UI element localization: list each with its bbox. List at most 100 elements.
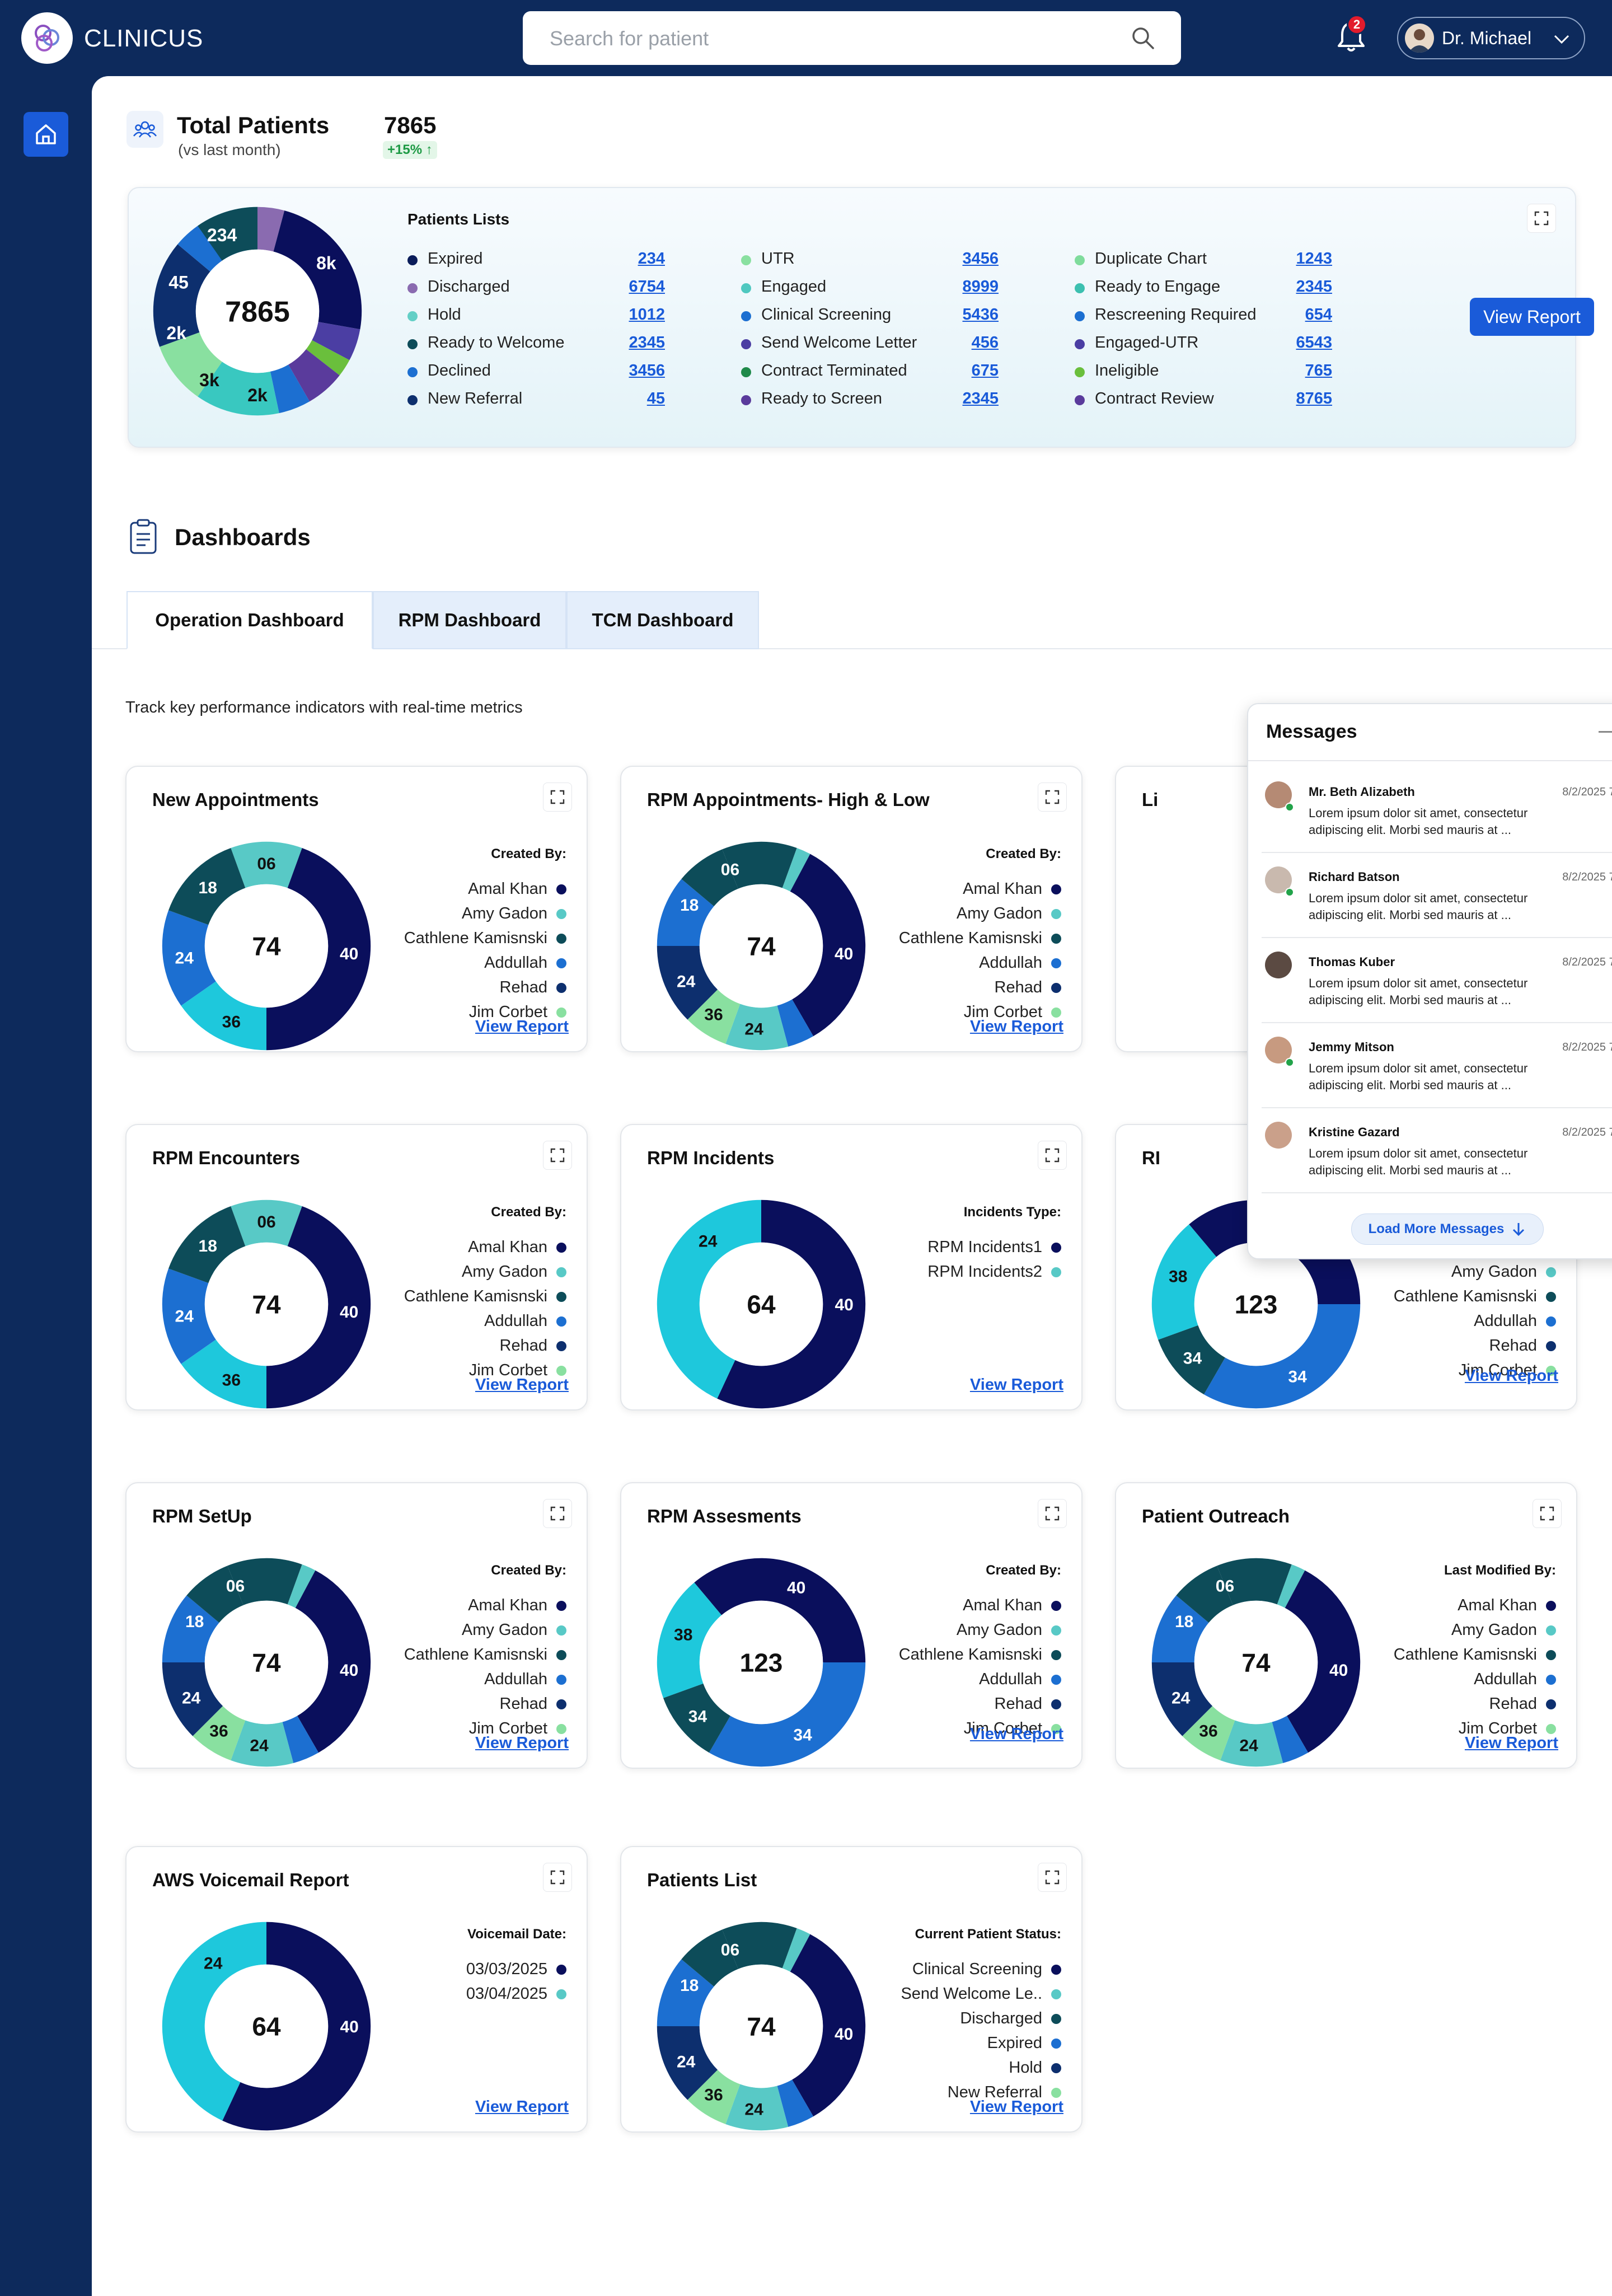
message-sender: Richard Batson (1309, 870, 1400, 884)
donut-chart: 74 06 40 24 36 24 18 (657, 841, 866, 1051)
expand-icon[interactable] (1527, 204, 1556, 233)
legend-label: Cathlene Kamisnski (404, 1287, 547, 1305)
patients-list-item[interactable]: Engaged 8999 (741, 277, 999, 299)
view-report-link[interactable]: View Report (969, 2098, 1063, 2116)
patients-list-item[interactable]: Duplicate Chart 1243 (1075, 249, 1332, 271)
view-report-link[interactable]: View Report (969, 1725, 1063, 1743)
patients-list-item[interactable]: Ready to Screen 2345 (741, 388, 999, 411)
tab-rpm-dashboard[interactable]: RPM Dashboard (373, 591, 566, 649)
message-item[interactable]: Thomas Kuber 8/2/2025 7:12 AM Lorem ipsu… (1262, 939, 1612, 1023)
view-report-link[interactable]: View Report (1464, 1367, 1558, 1385)
view-report-link[interactable]: View Report (475, 2098, 569, 2116)
patients-list-item[interactable]: Ready to Welcome 2345 (407, 332, 665, 355)
legend-dot (1075, 339, 1085, 349)
item-value-link[interactable]: 765 (1305, 362, 1332, 379)
legend-dot (1051, 1625, 1061, 1636)
legend-dot (1051, 1675, 1061, 1685)
legend-dot (1546, 1724, 1556, 1734)
item-value-link[interactable]: 6754 (629, 278, 665, 296)
expand-icon[interactable] (1038, 1141, 1067, 1170)
patients-list-item[interactable]: Engaged-UTR 6543 (1075, 332, 1332, 355)
item-value-link[interactable]: 2345 (629, 334, 665, 352)
item-value-link[interactable]: 654 (1305, 306, 1332, 324)
legend-item: Cathlene Kamisnski (1321, 1285, 1556, 1310)
item-value-link[interactable]: 3456 (629, 362, 665, 379)
donut-segment (198, 207, 257, 261)
dashboard-card: RPM Appointments- High & Low 74 06 40 24 36 24… (620, 766, 1083, 1052)
patients-list-item[interactable]: Clinical Screening 5436 (741, 304, 999, 327)
load-more-label: Load More Messages (1368, 1221, 1505, 1236)
view-report-link[interactable]: View Report (475, 1018, 569, 1035)
expand-icon[interactable] (543, 1863, 572, 1892)
message-item[interactable]: Mr. Beth Alizabeth 8/2/2025 7:12 AM Lore… (1262, 769, 1612, 853)
legend-dot (1051, 983, 1061, 993)
item-value-link[interactable]: 2345 (962, 390, 999, 407)
minimize-icon[interactable] (1599, 731, 1612, 733)
donut-label: 38 (1169, 1267, 1187, 1286)
donut-segment (231, 841, 302, 888)
legend-dot (556, 1316, 566, 1327)
patients-list-item[interactable]: Ready to Engage 2345 (1075, 277, 1332, 299)
donut-label: 18 (680, 896, 699, 915)
patients-list-item[interactable]: Ineligible 765 (1075, 360, 1332, 383)
message-time: 8/2/2025 7:12 AM (1562, 1126, 1612, 1138)
tab-tcm-dashboard[interactable]: TCM Dashboard (566, 591, 759, 649)
search-input[interactable]: Search for patient (523, 11, 1181, 65)
search-icon[interactable] (1130, 25, 1156, 51)
legend-label: Rehad (499, 1695, 547, 1713)
message-item[interactable]: Jemmy Mitson 8/2/2025 7:12 AM Lorem ipsu… (1262, 1024, 1612, 1108)
item-label: Duplicate Chart (1095, 250, 1207, 268)
message-preview: Lorem ipsum dolor sit amet, consectetur … (1309, 891, 1528, 922)
item-value-link[interactable]: 45 (646, 390, 665, 407)
patients-list-item[interactable]: Contract Terminated 675 (741, 360, 999, 383)
user-menu[interactable]: Dr. Michael (1397, 17, 1585, 59)
donut-segment (725, 2084, 789, 2131)
item-value-link[interactable]: 3456 (962, 250, 999, 268)
expand-icon[interactable] (1038, 782, 1067, 812)
sidebar-item-home[interactable] (24, 112, 68, 157)
item-value-link[interactable]: 5436 (962, 306, 999, 324)
card-title: Patients List (647, 1869, 757, 1890)
legend-dot (1051, 909, 1061, 919)
patients-list-item[interactable]: Hold 1012 (407, 304, 665, 327)
patients-list-item[interactable]: Expired 234 (407, 249, 665, 271)
expand-icon[interactable] (1038, 1863, 1067, 1892)
item-value-link[interactable]: 8765 (1296, 390, 1332, 407)
message-item[interactable]: Kristine Gazard 8/2/2025 7:12 AM Lorem i… (1262, 1109, 1612, 1193)
patients-list-item[interactable]: Declined 3456 (407, 360, 665, 383)
item-value-link[interactable]: 2345 (1296, 278, 1332, 296)
donut-segment (1151, 1224, 1217, 1340)
expand-icon[interactable] (543, 782, 572, 812)
patients-list-item[interactable]: New Referral 45 (407, 388, 665, 411)
item-value-link[interactable]: 8999 (962, 278, 999, 296)
view-report-link[interactable]: View Report (475, 1376, 569, 1394)
item-value-link[interactable]: 234 (638, 250, 665, 268)
item-value-link[interactable]: 456 (971, 334, 999, 352)
expand-icon[interactable] (543, 1499, 572, 1528)
view-report-link[interactable]: View Report (969, 1376, 1063, 1394)
card-title: RPM Assesments (647, 1506, 802, 1526)
patients-list-item[interactable]: UTR 3456 (741, 249, 999, 271)
message-item[interactable]: Richard Batson 8/2/2025 7:12 AM Lorem ip… (1262, 854, 1612, 938)
item-value-link[interactable]: 1012 (629, 306, 665, 324)
load-more-button[interactable]: Load More Messages (1351, 1213, 1544, 1245)
item-value-link[interactable]: 1243 (1296, 250, 1332, 268)
expand-icon[interactable] (1533, 1499, 1562, 1528)
logo[interactable] (21, 12, 73, 64)
tab-operation-dashboard[interactable]: Operation Dashboard (126, 591, 373, 649)
item-value-link[interactable]: 6543 (1296, 334, 1332, 352)
item-value-link[interactable]: 675 (971, 362, 999, 379)
patients-list-item[interactable]: Send Welcome Letter 456 (741, 332, 999, 355)
view-report-button[interactable]: View Report (1470, 298, 1594, 336)
view-report-link[interactable]: View Report (475, 1734, 569, 1752)
donut-segment (162, 910, 216, 1006)
legend-item: Cathlene Kamisnski (1321, 1643, 1556, 1668)
patients-list-item[interactable]: Contract Review 8765 (1075, 388, 1332, 411)
expand-icon[interactable] (1038, 1499, 1067, 1528)
patients-list-item[interactable]: Discharged 6754 (407, 277, 665, 299)
patients-list-item[interactable]: Rescreening Required 654 (1075, 304, 1332, 327)
view-report-link[interactable]: View Report (1464, 1734, 1558, 1752)
view-report-link[interactable]: View Report (969, 1018, 1063, 1035)
expand-icon[interactable] (543, 1141, 572, 1170)
legend-item: Amal Khan (331, 1594, 566, 1619)
